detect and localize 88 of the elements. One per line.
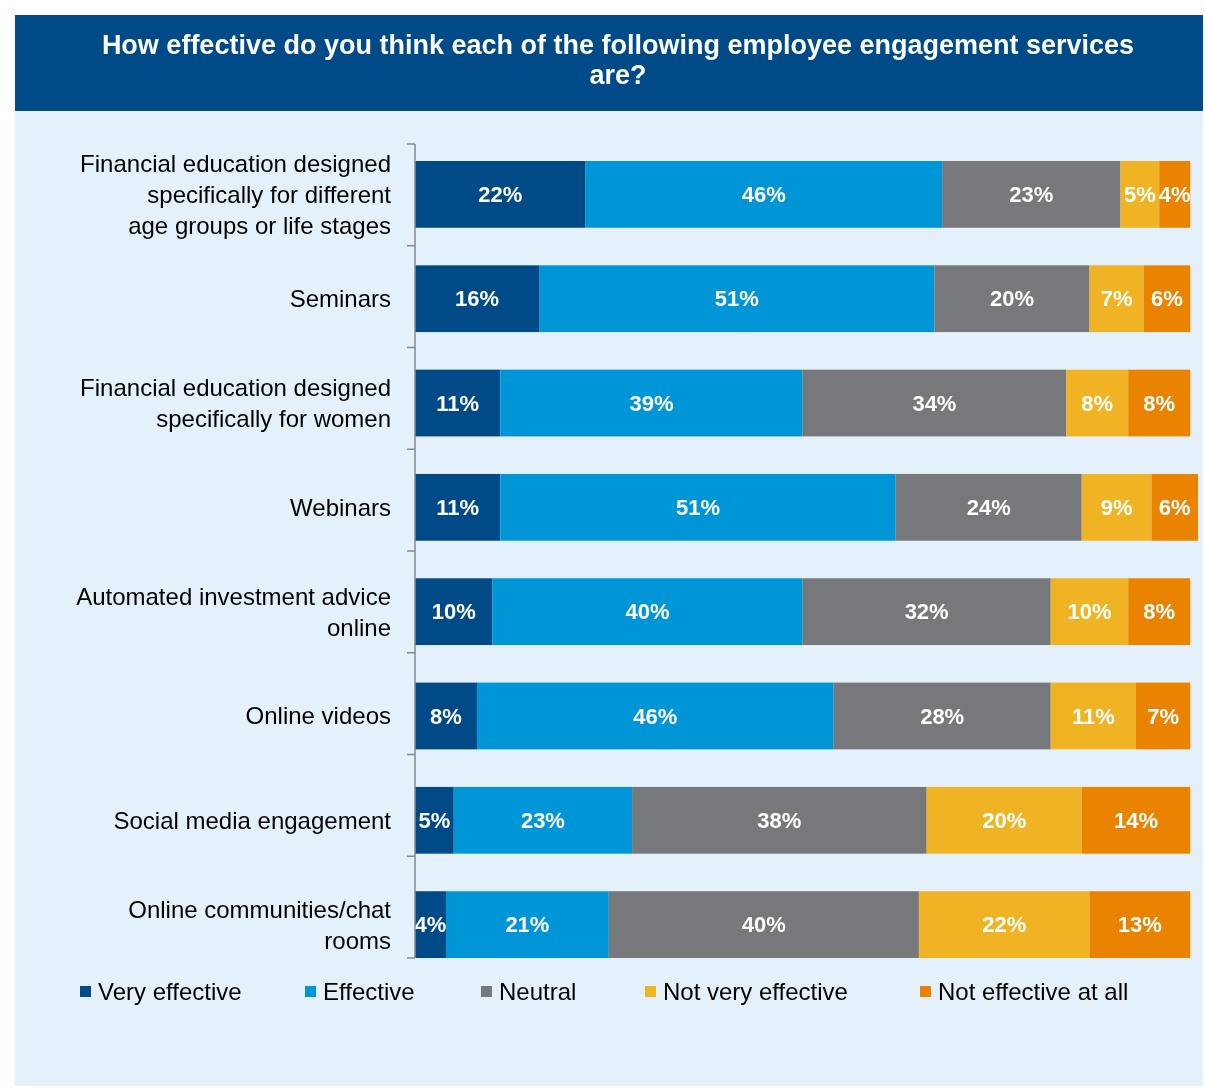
y-tick-label: Webinars: [290, 493, 391, 521]
bar: [895, 473, 1082, 541]
y-tick-label: Online videos: [245, 702, 391, 730]
data-label: 8%: [1143, 390, 1176, 416]
data-label: 8%: [1143, 599, 1176, 625]
bar: [415, 161, 586, 228]
bar: [539, 265, 935, 333]
data-label: 14%: [1113, 808, 1158, 833]
data-label: 16%: [455, 286, 500, 312]
bar: [500, 473, 896, 541]
bar: [1089, 891, 1191, 958]
data-label: 23%: [1009, 182, 1054, 208]
data-label: 39%: [629, 390, 674, 416]
data-label: 11%: [1071, 703, 1115, 729]
legend-label: Very effective: [98, 978, 242, 1006]
data-label: 6%: [1158, 495, 1191, 521]
bar: [415, 369, 501, 437]
data-label: 32%: [904, 599, 949, 625]
y-tick-label: Financial education designed specifically for women: [80, 373, 391, 432]
bar: [802, 369, 1067, 437]
data-label: 38%: [757, 808, 802, 833]
data-label: 10%: [1067, 599, 1112, 625]
bar: [1081, 786, 1191, 854]
data-label: 51%: [714, 286, 759, 312]
bar: [1128, 369, 1191, 437]
data-label: 22%: [982, 912, 1027, 938]
bar: [492, 578, 803, 646]
bar: [1050, 682, 1136, 750]
data-label: 4%: [1158, 182, 1191, 208]
data-label: 46%: [633, 703, 678, 729]
bar: [942, 161, 1121, 228]
data-label: 4%: [414, 912, 447, 938]
bar: [585, 161, 943, 228]
bar: [1151, 473, 1198, 541]
bar: [477, 682, 834, 750]
bar: [632, 786, 927, 854]
bar: [608, 891, 919, 958]
bar: [453, 786, 633, 854]
y-tick-label: Automated investment advice online: [76, 582, 391, 641]
data-label: 11%: [436, 390, 480, 416]
bar: [1081, 473, 1152, 541]
data-label: 7%: [1147, 703, 1180, 729]
legend-label: Not effective at all: [938, 978, 1129, 1006]
data-label: 7%: [1100, 286, 1133, 312]
y-tick-label: Social media engagement: [113, 806, 392, 834]
data-label: 5%: [1123, 182, 1156, 208]
data-label: 23%: [520, 808, 565, 833]
data-label: 46%: [741, 182, 786, 208]
bar: [926, 786, 1082, 854]
y-tick-label: Online communities/chat rooms: [128, 895, 392, 954]
data-label: 10%: [431, 599, 476, 625]
bar: [1050, 578, 1129, 646]
bar: [1066, 369, 1129, 437]
data-label: 24%: [966, 495, 1011, 521]
y-tick-label: Financial education designed specifically for different age groups or life stages: [80, 149, 392, 239]
data-label: 8%: [430, 703, 462, 729]
legend-label: Effective: [323, 978, 415, 1006]
bar: [415, 265, 540, 333]
bar: [446, 891, 609, 958]
data-label: 22%: [478, 182, 523, 208]
bar: [1089, 265, 1144, 333]
data-label: 40%: [741, 912, 786, 938]
data-label: 13%: [1117, 912, 1162, 938]
y-tick-label: Seminars: [289, 285, 391, 313]
data-label: 34%: [912, 390, 957, 416]
bar: [415, 578, 493, 646]
data-label: 21%: [505, 912, 550, 938]
bar: [415, 473, 501, 541]
legend-label: Not very effective: [663, 978, 848, 1006]
data-label: 51%: [675, 495, 720, 521]
chart-title: How effective do you think each of the following employee engagement services are?: [101, 30, 1135, 90]
data-label: 5%: [418, 808, 451, 833]
data-label: 11%: [436, 495, 480, 521]
bar: [1128, 578, 1191, 646]
data-label: 6%: [1151, 286, 1183, 312]
data-label: 20%: [982, 808, 1027, 833]
bar: [802, 578, 1051, 646]
data-label: 28%: [920, 703, 965, 729]
bar: [833, 682, 1051, 750]
data-label: 20%: [989, 286, 1034, 312]
data-label: 8%: [1081, 390, 1114, 416]
data-label: 9%: [1100, 495, 1133, 521]
bar: [1135, 682, 1191, 750]
bar: [500, 369, 803, 437]
bar: [934, 265, 1090, 333]
bar: [918, 891, 1090, 958]
data-label: 40%: [625, 599, 670, 625]
legend-label: Neutral: [499, 978, 577, 1006]
